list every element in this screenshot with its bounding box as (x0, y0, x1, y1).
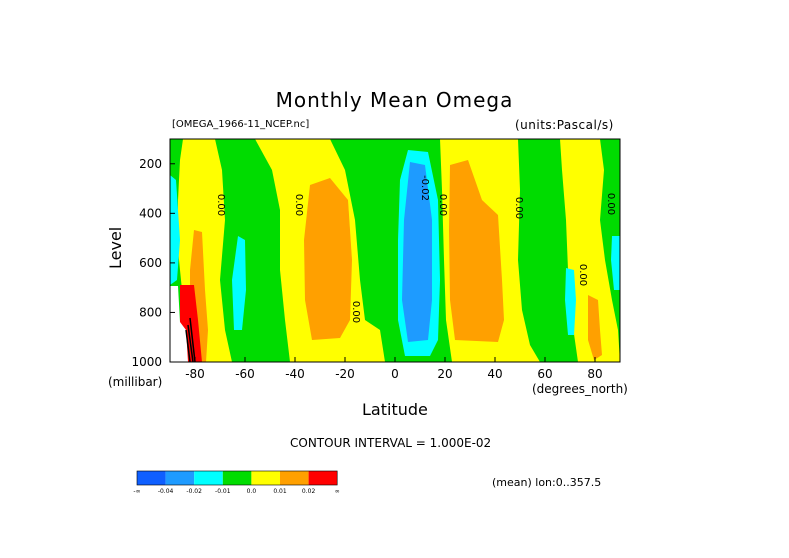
contour-label: 0.00 (350, 301, 361, 323)
colorbar-swatch (280, 471, 309, 485)
x-tick-label: 20 (437, 367, 452, 381)
colorbar-swatch (165, 471, 195, 485)
contour-fill-orange-midnorth (449, 160, 504, 342)
x-tick-label: 0 (391, 367, 399, 381)
colorbar-label: -∞ (133, 488, 140, 495)
colorbar-label: 0.0 (247, 488, 257, 495)
colorbar-swatch (251, 471, 280, 485)
contour-fill-cyan-north-a (565, 268, 576, 335)
contour-fill-blue-equator (402, 162, 432, 342)
x-tick-label: 80 (587, 367, 602, 381)
contour-label: 0.00 (215, 194, 226, 216)
contour-label: 0.00 (293, 194, 304, 216)
filled-contours (170, 139, 620, 363)
chart-title: Monthly Mean Omega (275, 88, 514, 112)
contour-fill-cyan-south (232, 236, 246, 330)
x-tick-label: 60 (537, 367, 552, 381)
y-tick-label: 1000 (131, 355, 162, 369)
contour-interval-text: CONTOUR INTERVAL = 1.000E-02 (290, 436, 492, 450)
x-unit-label: (degrees_north) (532, 382, 628, 396)
contour-label: 0.00 (605, 193, 616, 215)
x-axis-label: Latitude (362, 400, 428, 419)
contour-fill-topography (170, 286, 188, 362)
mean-text: (mean) lon:0..357.5 (492, 476, 602, 489)
contour-fill-cyan-west (170, 175, 180, 285)
contour-label: 0.00 (437, 194, 448, 216)
colorbar-swatch (194, 471, 223, 485)
colorbar-label: -0.01 (215, 488, 231, 495)
contour-labels: 0.00 0.00 0.00 -0.02 0.00 0.00 0.00 0.00 (215, 175, 616, 323)
file-label: [OMEGA_1966-11_NCEP.nc] (172, 119, 310, 130)
x-tick-label: -80 (185, 367, 205, 381)
y-axis-label: Level (106, 226, 125, 269)
colorbar-swatch (137, 471, 166, 485)
colorbar-label: ∞ (335, 488, 340, 495)
contour-fill-orange-north (588, 295, 602, 360)
x-tick-label: 40 (487, 367, 502, 381)
axis-ticks (170, 163, 596, 363)
contour-fill-green-east (610, 139, 620, 180)
colorbar-label: -0.04 (158, 488, 174, 495)
colorbar-frame (136, 470, 338, 486)
y-tick-label: 400 (139, 206, 162, 220)
units-label: (units:Pascal/s) (515, 118, 614, 132)
colorbar: -∞ -0.04 -0.02 -0.01 0.0 0.01 0.02 ∞ (133, 470, 340, 495)
colorbar-label: -0.02 (186, 488, 202, 495)
colorbar-swatch (308, 471, 338, 485)
x-tick-labels: -80 -60 -40 -20 0 20 40 60 80 (185, 367, 602, 381)
x-tick-label: -20 (335, 367, 355, 381)
colorbar-label: 0.02 (302, 488, 316, 495)
contour-fill-cyan-north-b (611, 236, 620, 290)
y-tick-label: 600 (139, 256, 162, 270)
contour-lines-dense (185, 317, 196, 363)
colorbar-label: 0.01 (273, 488, 287, 495)
contour-label: 0.00 (513, 197, 524, 219)
contour-fill-orange-midsouth (304, 178, 352, 340)
y-tick-labels: 200 400 600 800 1000 (131, 157, 162, 369)
contour-label: 0.00 (577, 264, 588, 286)
y-tick-label: 800 (139, 305, 162, 319)
contour-label: -0.02 (419, 175, 430, 201)
y-unit-label: (millibar) (108, 375, 163, 389)
colorbar-swatch (222, 471, 252, 485)
x-tick-label: -40 (285, 367, 305, 381)
x-tick-label: -60 (235, 367, 255, 381)
y-tick-label: 200 (139, 157, 162, 171)
